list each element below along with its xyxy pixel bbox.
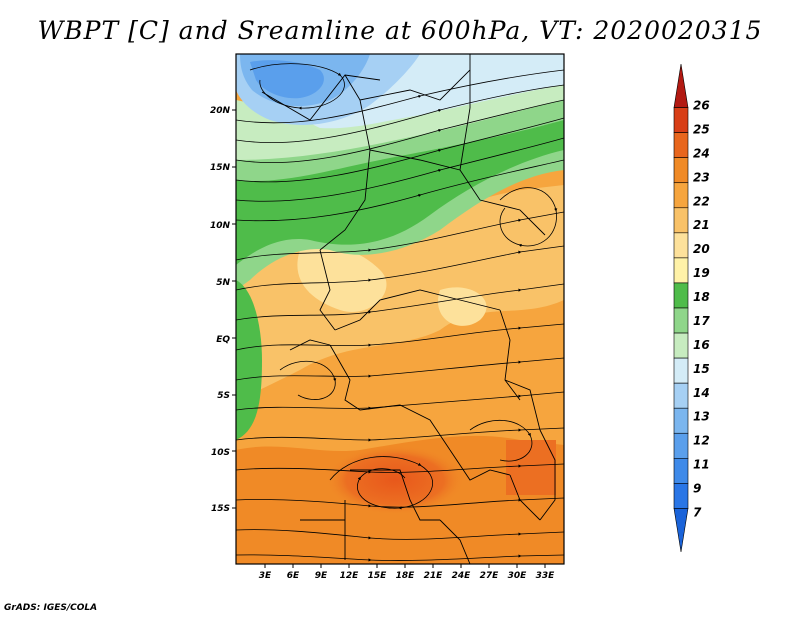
colorbar-label: 24 [693,146,710,160]
colorbar-label: 20 [693,242,710,256]
lon-label-24e: 24E [452,571,472,581]
latitude-axis: 20N 15N 10N 5N EQ 5S 10S 15S [210,106,236,514]
colorbar-label: 22 [693,194,710,208]
colorbar-swatch [673,257,689,284]
lat-label-10n: 10N [210,221,231,231]
lon-label-18e: 18E [396,571,416,581]
lon-label-27e: 27E [480,571,500,581]
wbpt-field [236,54,564,564]
colorbar-label: 25 [693,123,710,137]
map-frame [235,53,565,565]
colorbar-label: 21 [693,218,710,232]
chart-title: WBPT [C] and Sreamline at 600hPa, VT: 20… [37,16,763,45]
field-band-15-ne [480,54,564,73]
field-band-18 [236,120,564,265]
colorbar-label: 16 [693,338,710,352]
colorbar-min-arrow [673,508,689,553]
colorbar-swatch [673,483,689,509]
colorbar-swatch [673,232,689,259]
lat-label-15s: 15S [211,504,230,514]
lon-label-9e: 9E [315,571,328,581]
lon-label-21e: 21E [424,571,444,581]
colorbar-label: 23 [693,170,710,184]
lon-label-6e: 6E [287,571,300,581]
colorbar-swatch [673,307,689,334]
lon-label-12e: 12E [340,571,360,581]
colorbar-swatch [673,207,689,234]
lat-label-5n: 5N [216,278,230,288]
colorbar-label: 14 [693,386,710,400]
lat-label-15n: 15N [210,163,231,173]
colorbar-swatch [673,282,689,309]
lat-label-20n: 20N [210,106,231,116]
lat-label-10s: 10S [211,448,230,458]
country-borders [261,54,556,564]
lat-label-eq: EQ [216,335,230,345]
colorbar-swatch [673,458,689,484]
longitude-axis: 3E 6E 9E 12E 15E 18E 21E 24E 27E 30E 33E [259,564,555,581]
colorbar-label: 11 [693,458,710,472]
colorbar: 7 9 11 12 13 14 15 16 17 18 19 20 21 22 23 24 25 26 [673,63,710,553]
colorbar-swatch [673,107,689,133]
lon-label-33e: 33E [536,571,556,581]
colorbar-swatch [673,332,689,359]
streamlines [236,63,564,562]
grads-credit: GrADS: IGES/COLA [4,603,98,613]
lon-label-15e: 15E [368,571,388,581]
colorbar-swatch [673,432,689,459]
colorbar-label: 13 [693,410,710,424]
colorbar-label: 15 [693,362,710,376]
colorbar-swatch [673,357,689,384]
field-band-18-west [236,280,262,440]
colorbar-swatch [673,132,689,158]
colorbar-label: 26 [693,99,710,113]
colorbar-max-arrow [673,63,689,108]
lat-label-5s: 5S [217,391,230,401]
colorbar-label: 17 [693,314,710,328]
field-hotspot-24 [325,445,465,515]
colorbar-label: 7 [693,505,702,519]
colorbar-label: 19 [693,266,710,280]
lon-label-30e: 30E [508,571,528,581]
colorbar-label: 18 [693,290,710,304]
colorbar-swatch [673,407,689,434]
colorbar-swatch [673,157,689,184]
lon-label-3e: 3E [259,571,272,581]
colorbar-swatch [673,182,689,209]
colorbar-swatch [673,382,689,409]
colorbar-label: 12 [693,434,710,448]
field-band-20 [297,246,387,312]
colorbar-label: 9 [693,481,701,495]
